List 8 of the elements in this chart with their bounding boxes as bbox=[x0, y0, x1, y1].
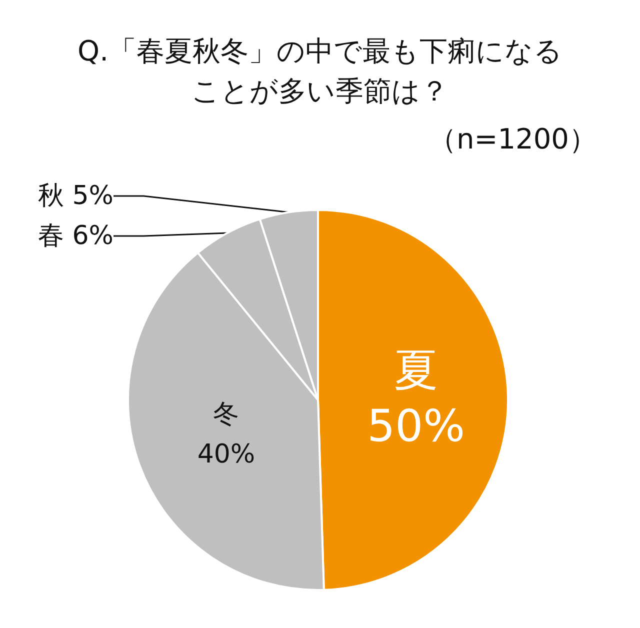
slice-label: 夏 bbox=[394, 344, 438, 396]
data-label: 50% bbox=[367, 400, 465, 452]
chart-subtitle: （n=1200） bbox=[428, 122, 598, 156]
slice-label: 冬 bbox=[213, 399, 240, 430]
slice-label: 秋 5% bbox=[38, 181, 114, 211]
data-label: 40% bbox=[197, 439, 256, 470]
chart-title: Q.「春夏秋冬」の中で最も下痢になることが多い季節は？ bbox=[78, 34, 562, 108]
slice-label: 春 6% bbox=[38, 221, 114, 251]
